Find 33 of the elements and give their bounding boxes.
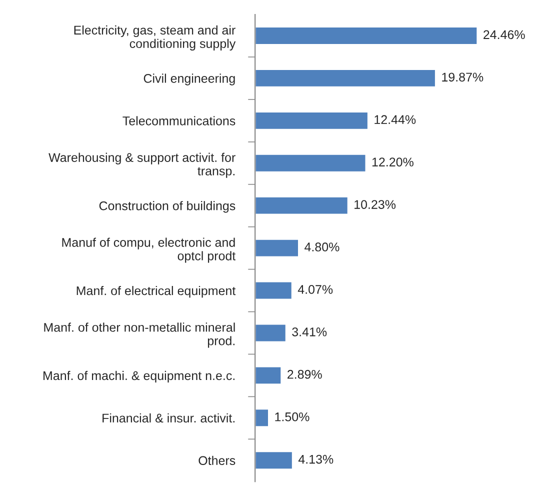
data-label: 1.50% <box>275 412 310 422</box>
bar <box>255 280 293 300</box>
y-tick-label: Manf. of electrical equipment <box>76 286 236 298</box>
y-tick-label: Warehousing & support activit. for transp. <box>48 152 236 178</box>
data-label: 24.46% <box>484 30 525 40</box>
data-label: 3.41% <box>292 327 327 336</box>
data-label: 4.07% <box>298 285 333 294</box>
y-tick-label: Telecommunications <box>122 116 236 126</box>
data-label: 4.13% <box>298 454 334 464</box>
data-label: 12.44% <box>374 115 416 124</box>
data-label: 19.87% <box>442 72 484 82</box>
data-label: 12.20% <box>372 158 414 166</box>
y-tick-label: Civil engineering <box>144 74 235 86</box>
y-tick-label: Financial & insur. activit. <box>102 413 234 423</box>
data-label: 10.23% <box>354 200 396 209</box>
data-label: 4.80% <box>304 242 340 252</box>
bar <box>255 196 349 216</box>
bar <box>255 323 287 343</box>
bar <box>255 154 367 173</box>
bar <box>255 450 294 470</box>
bar <box>255 26 478 46</box>
y-tick-label: Others <box>198 456 236 465</box>
y-tick-label: Manf. of machi. & equipment n.e.c. <box>44 370 235 383</box>
bar <box>255 238 300 258</box>
bar <box>255 408 270 428</box>
y-tick-label: Electricity, gas, steam and air conditioning supply <box>74 25 236 51</box>
bar <box>255 366 282 386</box>
y-tick-label: Construction of buildings <box>99 201 236 213</box>
y-tick-label: Manf. of other non-metallic mineral prod. <box>44 322 235 348</box>
bar <box>255 68 436 88</box>
bar <box>255 111 369 130</box>
y-tick-label: Manuf of compu, electronic and optcl prodt <box>62 238 236 263</box>
data-label: 2.89% <box>288 370 322 379</box>
